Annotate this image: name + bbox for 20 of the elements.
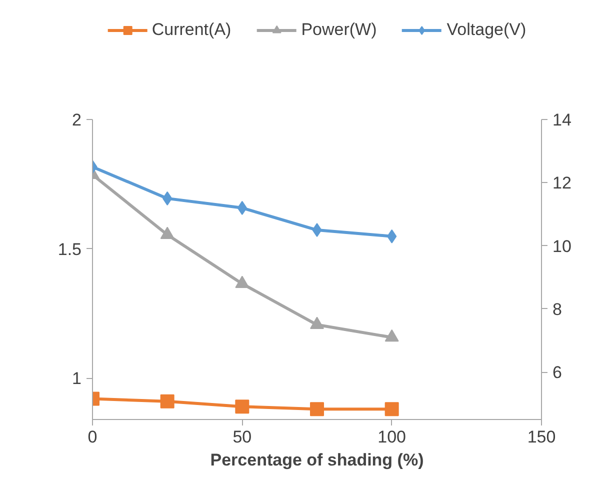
x-tick-label: 150 — [527, 428, 556, 446]
y-tick-label: 1.5 — [58, 240, 82, 259]
y-tick-label: 1 — [72, 369, 82, 388]
x-axis-title: Percentage of shading (%) — [210, 450, 424, 470]
y2-tick-label: 12 — [552, 174, 572, 193]
point — [384, 329, 399, 342]
y2-tick-label: 6 — [552, 363, 562, 382]
y2-tick-label: 14 — [552, 110, 572, 130]
legend-label: Current(A) — [152, 20, 232, 40]
x-tick-label: 50 — [232, 428, 252, 446]
point — [160, 226, 174, 240]
x-tick-label: 100 — [378, 428, 406, 446]
point — [310, 316, 324, 330]
point — [235, 276, 250, 288]
y2-tick-label: 10 — [552, 236, 572, 256]
legend-label: Power(W) — [301, 20, 377, 40]
y-tick-label: 2 — [72, 110, 82, 130]
y2-tick-label: 8 — [552, 300, 562, 319]
legend-label: Voltage(V) — [446, 20, 526, 40]
x-tick-label: 0 — [88, 428, 98, 446]
